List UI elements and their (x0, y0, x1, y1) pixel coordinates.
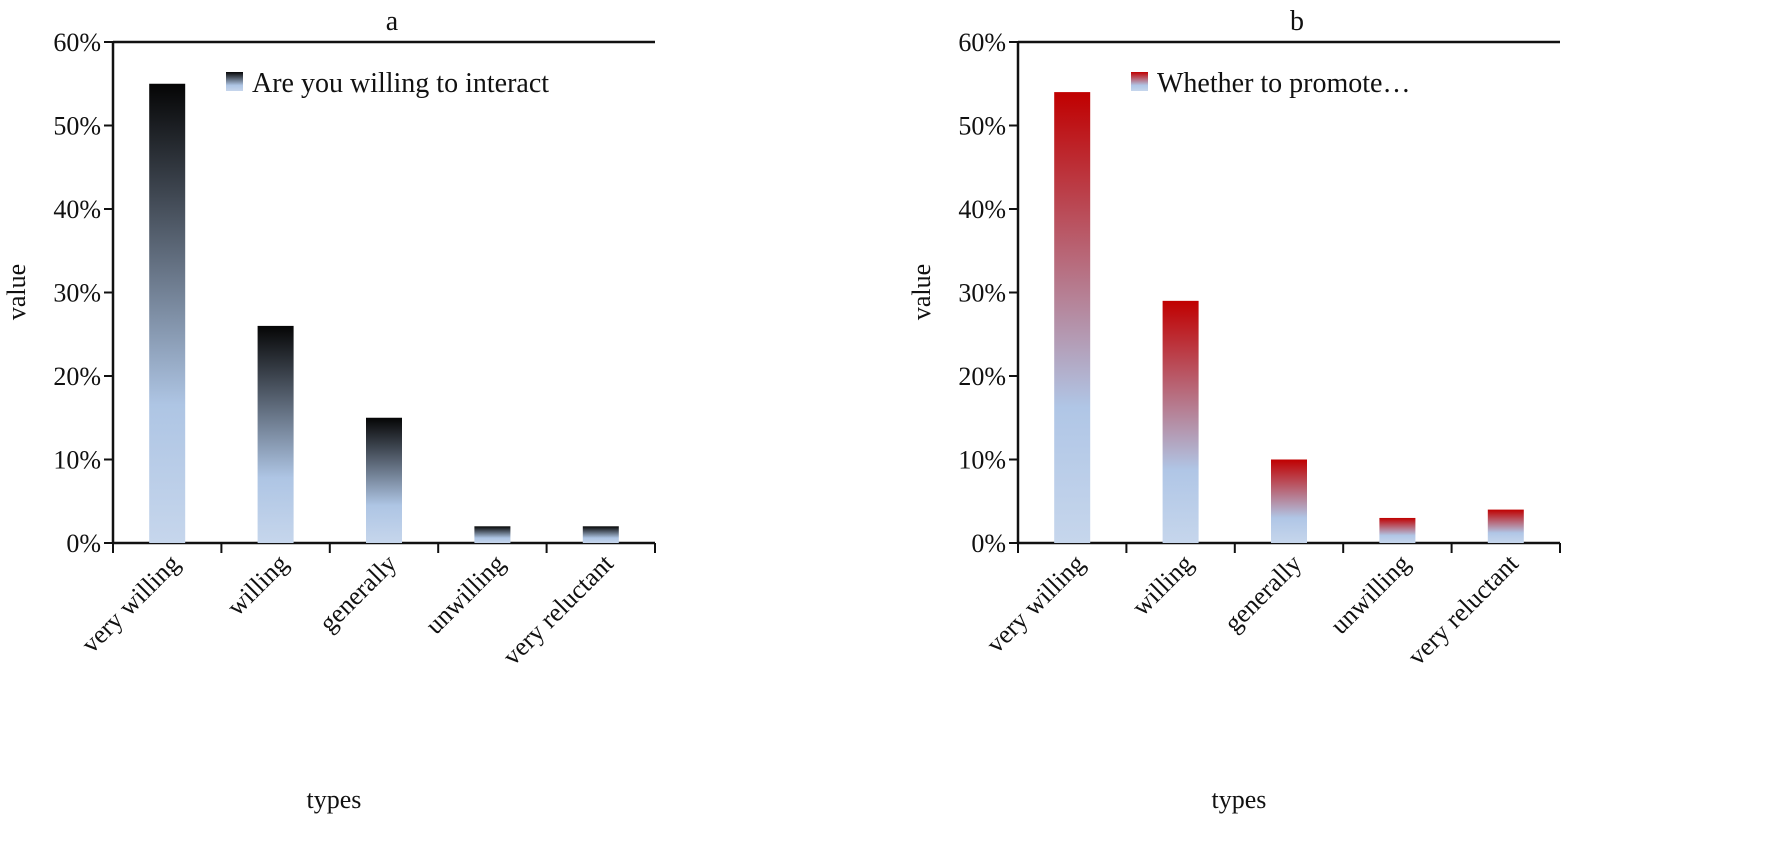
bar-generally (1271, 459, 1307, 543)
y-tick-label: 50% (53, 112, 101, 141)
y-tick-label: 40% (53, 195, 101, 224)
bar-willing (257, 325, 294, 543)
x-tick-label: willing (221, 549, 294, 622)
y-tick-label: 20% (53, 362, 101, 391)
chart-title: b (1290, 6, 1304, 37)
bar-very-reluctant (1487, 509, 1524, 543)
legend-swatch (226, 72, 243, 91)
y-axis-label: value (907, 264, 936, 320)
bar-willing (1162, 300, 1199, 543)
x-tick-label: very reluctant (497, 548, 620, 671)
y-tick-label: 20% (958, 362, 1006, 391)
chart-panel-a: 0% 10% 20% 30% 40% 50% 60% very willing willing g… (2, 6, 656, 814)
legend-swatch (1131, 72, 1148, 91)
legend-label: Whether to promote… (1157, 68, 1410, 99)
y-tick-label: 60% (53, 28, 101, 57)
x-tick-label: unwilling (1325, 549, 1416, 640)
x-tick-label: generally (1218, 549, 1307, 638)
y-tick-label: 60% (958, 28, 1006, 57)
x-axis-label: types (1212, 785, 1267, 814)
x-tick-label: willing (1126, 549, 1199, 622)
legend-label: Are you willing to interact (252, 68, 549, 99)
bar-very-willing (149, 83, 186, 543)
y-tick-label: 30% (958, 279, 1006, 308)
chart-panel-b: 0% 10% 20% 30% 40% 50% 60% very willing willing g… (907, 6, 1561, 814)
bar-unwilling (474, 526, 511, 543)
bar-very-reluctant (582, 526, 619, 543)
y-axis-label: value (2, 264, 31, 320)
bar-very-willing (1054, 92, 1091, 543)
y-tick-label: 0% (66, 529, 101, 558)
y-tick-label: 40% (958, 195, 1006, 224)
x-tick-label: generally (313, 549, 402, 638)
bar-generally (366, 417, 402, 543)
x-axis-label: types (307, 785, 362, 814)
y-tick-label: 10% (53, 446, 101, 475)
bar-unwilling (1379, 517, 1416, 543)
x-tick-label: very reluctant (1402, 548, 1525, 671)
y-tick-label: 10% (958, 446, 1006, 475)
x-tick-label: very willing (981, 549, 1091, 659)
y-tick-label: 30% (53, 279, 101, 308)
chart-title: a (386, 6, 399, 37)
y-tick-label: 0% (971, 529, 1006, 558)
x-tick-label: unwilling (420, 549, 511, 640)
y-tick-label: 50% (958, 112, 1006, 141)
x-tick-label: very willing (76, 549, 186, 659)
